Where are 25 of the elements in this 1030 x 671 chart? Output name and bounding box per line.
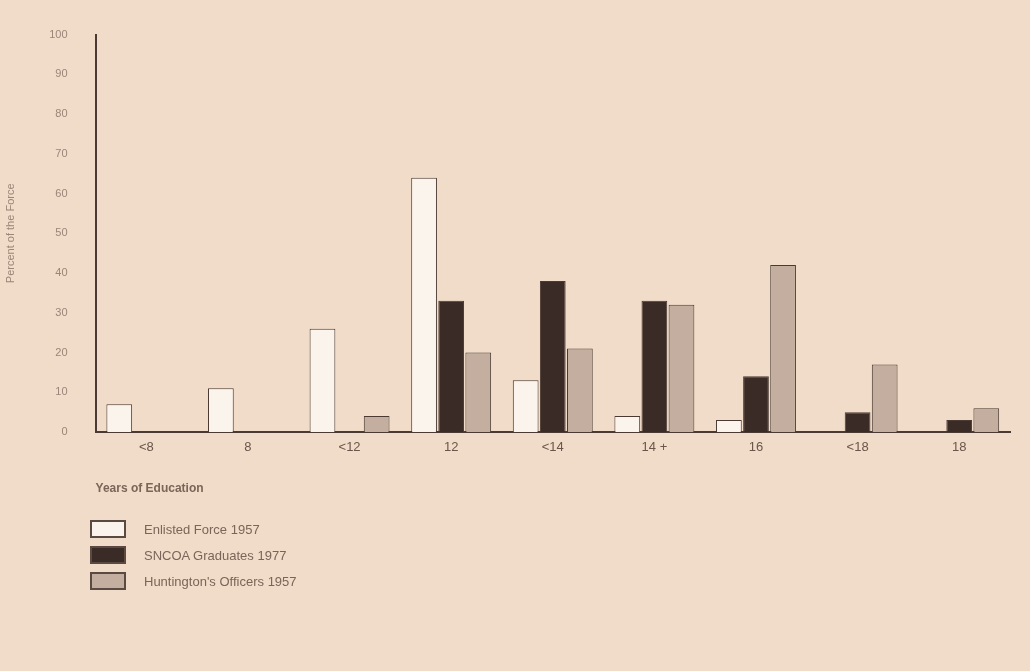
y-tick-label: 0 <box>61 425 68 438</box>
legend-label: Enlisted Force 1957 <box>144 521 260 537</box>
y-tick-label: 40 <box>55 266 68 279</box>
legend-label: Huntington's Officers 1957 <box>144 573 297 589</box>
y-tick-label: 60 <box>55 186 68 199</box>
y-tick-label: 70 <box>55 146 68 159</box>
x-tick-label: 18 <box>951 439 967 455</box>
y-tick-label: 50 <box>55 226 68 239</box>
x-tick-label: 16 <box>748 439 764 455</box>
x-axis-title: Years of Education <box>95 481 204 496</box>
y-tick-label: 90 <box>55 67 68 80</box>
y-tick-label: 10 <box>55 385 68 398</box>
y-tick-label: 20 <box>55 345 68 358</box>
x-tick-label: <12 <box>338 439 361 455</box>
y-tick-label: 30 <box>55 305 68 318</box>
x-tick-label: 14 + <box>641 439 668 455</box>
x-tick-label: <8 <box>138 439 154 455</box>
y-tick-label: 80 <box>55 107 68 120</box>
y-tick-label: 100 <box>49 27 68 40</box>
y-axis-title: Percent of the Force <box>3 183 16 284</box>
x-tick-label: <14 <box>541 439 564 455</box>
x-tick-label: 12 <box>443 439 459 455</box>
legend-label: SNCOA Graduates 1977 <box>144 547 287 563</box>
x-tick-label: <18 <box>846 439 869 455</box>
x-tick-label: 8 <box>244 439 252 455</box>
